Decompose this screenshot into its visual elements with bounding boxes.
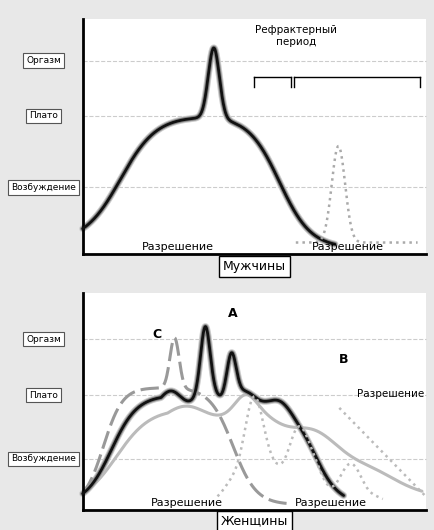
Text: Возбуждение: Возбуждение	[11, 454, 76, 463]
Text: Разрешение: Разрешение	[356, 389, 423, 399]
Text: Плато: Плато	[29, 391, 58, 400]
FancyBboxPatch shape	[82, 294, 425, 510]
Text: Плато: Плато	[29, 111, 58, 120]
Text: Оргазм: Оргазм	[26, 56, 61, 65]
Text: Оргазм: Оргазм	[26, 335, 61, 343]
Text: Рефрактерный
период: Рефрактерный период	[254, 25, 336, 47]
FancyBboxPatch shape	[82, 19, 425, 253]
Text: A: A	[227, 307, 237, 320]
Text: Разрешение: Разрешение	[151, 498, 223, 508]
Text: Разрешение: Разрешение	[142, 242, 214, 252]
Text: Разрешение: Разрешение	[294, 498, 366, 508]
Text: C: C	[152, 328, 161, 341]
Text: Мужчины: Мужчины	[222, 260, 286, 273]
Text: Возбуждение: Возбуждение	[11, 183, 76, 192]
Text: Женщины: Женщины	[220, 515, 287, 527]
Text: B: B	[338, 353, 348, 366]
Text: Разрешение: Разрешение	[311, 242, 383, 252]
